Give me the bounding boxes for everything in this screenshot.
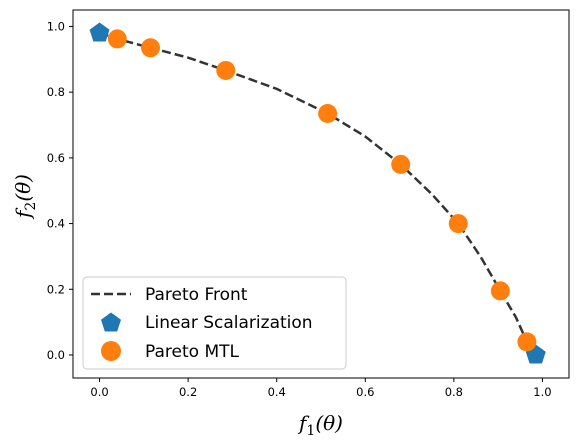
y-axis-label-subscript: 2 [23,202,39,211]
x-axis-label-subscript: 1 [306,423,315,439]
legend-pareto-front-label: Pareto Front [145,285,248,305]
pareto-front-line [99,31,537,356]
pareto-mtl-point [107,29,127,49]
series-layer [89,22,546,364]
legend-pareto-mtl-label: Pareto MTL [145,342,240,362]
pareto-mtl-point [490,281,510,301]
legend-box [82,276,347,370]
pareto-mtl-point [141,38,160,58]
legend-pareto-mtl-swatch [101,341,121,361]
pareto-mtl-point [216,60,236,80]
y-tick-label: 0.8 [47,85,65,99]
x-tick-label: 1.0 [533,385,551,399]
plot-frame [72,9,570,379]
y-tick-label: 1.0 [47,19,65,33]
linear-scalarization-point [89,22,110,42]
legend: Pareto Front Linear Scalarization Pareto… [82,276,347,370]
x-axis-label: f1(θ) [297,411,343,439]
y-tick-label: 0.6 [47,151,65,165]
y-axis-label: f2(θ) [11,174,39,220]
x-tick-label: 0.8 [445,385,463,399]
x-axis: 0.0 0.2 0.4 0.6 0.8 1.0 [90,378,552,399]
pareto-mtl-point [448,214,468,234]
x-tick-label: 0.4 [268,385,286,399]
y-tick-label: 0.4 [47,217,65,231]
x-tick-label: 0.0 [90,385,108,399]
pareto-mtl-point [318,104,338,123]
x-tick-label: 0.2 [179,385,197,399]
pareto-mtl-point [391,154,411,174]
legend-linear-scalarization-label: Linear Scalarization [145,313,313,333]
legend-linear-scalarization-swatch [101,312,121,332]
pareto-mtl-point [517,332,537,352]
x-tick-label: 0.6 [356,385,374,399]
y-tick-label: 0.2 [47,282,65,296]
y-axis: 0.0 0.2 0.4 0.6 0.8 1.0 [47,19,73,362]
y-tick-label: 0.0 [47,348,65,362]
